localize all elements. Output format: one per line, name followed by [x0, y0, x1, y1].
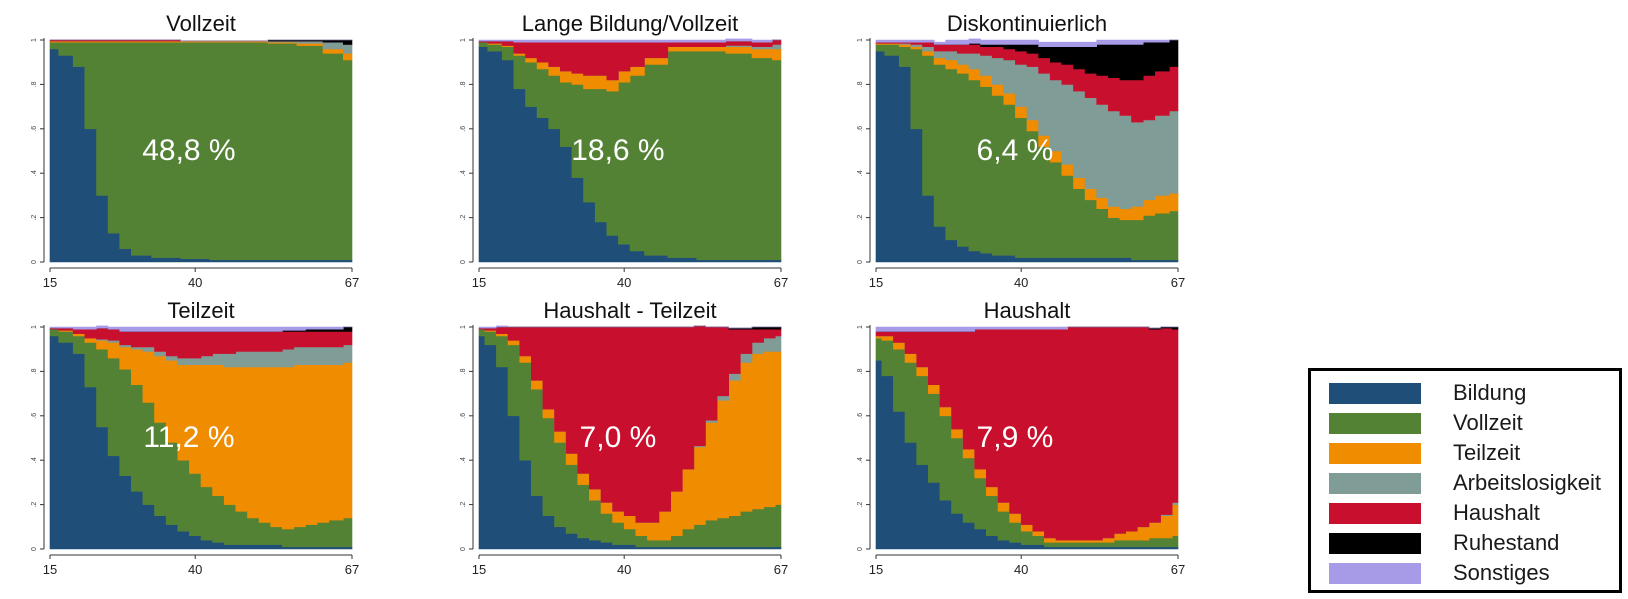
x-tick-label: 15 — [43, 275, 57, 290]
chart-title: Lange Bildung/Vollzeit — [522, 11, 739, 36]
y-tick-label: .2 — [31, 502, 38, 508]
y-tick-label: .4 — [31, 170, 38, 176]
chart-title: Diskontinuierlich — [947, 11, 1107, 36]
y-tick-label: .6 — [460, 126, 467, 132]
y-tick-label: 1 — [31, 325, 38, 329]
x-tick-label: 40 — [617, 562, 631, 577]
x-tick-label: 40 — [1014, 275, 1028, 290]
x-tick-label: 67 — [345, 562, 359, 577]
legend-swatch — [1329, 533, 1421, 554]
area-sonstiges — [478, 325, 781, 329]
share-label: 6,4 % — [977, 134, 1054, 167]
y-tick-label: 0 — [31, 547, 38, 551]
y-tick-label: 1 — [857, 38, 864, 42]
x-tick-label: 15 — [472, 275, 486, 290]
y-tick-label: .6 — [31, 126, 38, 132]
y-tick-label: 0 — [460, 260, 467, 264]
legend-item-sonstiges: Sonstiges — [1329, 560, 1619, 585]
y-tick-label: .2 — [460, 502, 467, 508]
legend-label: Bildung — [1453, 380, 1527, 405]
x-tick-label: 40 — [617, 275, 631, 290]
x-tick-label: 15 — [869, 275, 883, 290]
legend-swatch — [1329, 503, 1421, 524]
legend-item-vollzeit: Vollzeit — [1329, 410, 1619, 435]
chart-title: Haushalt — [984, 298, 1071, 323]
y-tick-label: .4 — [857, 457, 864, 463]
area-sonstiges — [478, 38, 781, 43]
legend-swatch — [1329, 413, 1421, 434]
x-tick-label: 15 — [472, 562, 486, 577]
y-tick-label: 1 — [31, 38, 38, 42]
x-tick-label: 15 — [43, 562, 57, 577]
y-tick-label: .8 — [460, 368, 467, 374]
area-sonstiges — [49, 325, 352, 332]
y-tick-label: 1 — [857, 325, 864, 329]
y-tick-label: .8 — [460, 81, 467, 87]
x-tick-label: 40 — [188, 562, 202, 577]
chart-title: Haushalt - Teilzeit — [543, 298, 716, 323]
legend-item-arbeitslosigkeit: Arbeitslosigkeit — [1329, 470, 1619, 495]
x-tick-label: 67 — [774, 275, 788, 290]
legend-swatch — [1329, 443, 1421, 464]
area-sonstiges — [50, 39, 352, 42]
y-tick-label: 0 — [31, 260, 38, 264]
y-tick-label: .6 — [31, 413, 38, 419]
legend-item-bildung: Bildung — [1329, 380, 1619, 405]
y-tick-label: 0 — [857, 260, 864, 264]
share-label: 18,6 % — [571, 134, 664, 167]
legend-label: Vollzeit — [1453, 410, 1523, 435]
y-tick-label: .2 — [857, 502, 864, 508]
legend-item-teilzeit: Teilzeit — [1329, 440, 1619, 465]
legend: Bildung Vollzeit Teilzeit Arbeitslosigke… — [1308, 368, 1622, 593]
y-tick-label: .4 — [460, 170, 467, 176]
y-tick-label: .8 — [31, 368, 38, 374]
y-tick-label: .8 — [31, 81, 38, 87]
y-tick-label: 1 — [460, 325, 467, 329]
share-label: 7,0 % — [580, 421, 657, 454]
x-tick-label: 40 — [188, 275, 202, 290]
share-label: 7,9 % — [977, 421, 1054, 454]
legend-label: Teilzeit — [1453, 440, 1521, 465]
y-tick-label: .6 — [460, 413, 467, 419]
x-tick-label: 40 — [1014, 562, 1028, 577]
share-label: 11,2 % — [143, 421, 234, 454]
y-tick-label: .6 — [857, 126, 864, 132]
x-tick-label: 67 — [1171, 562, 1185, 577]
legend-label: Haushalt — [1453, 500, 1540, 525]
legend-label: Sonstiges — [1453, 560, 1550, 585]
y-tick-label: 1 — [460, 38, 467, 42]
y-tick-label: .2 — [857, 215, 864, 221]
y-tick-label: .4 — [31, 457, 38, 463]
legend-item-haushalt: Haushalt — [1329, 500, 1619, 525]
y-tick-label: .4 — [460, 457, 467, 463]
y-tick-label: .8 — [857, 81, 864, 87]
legend-item-ruhestand: Ruhestand — [1329, 530, 1619, 555]
legend-swatch — [1329, 383, 1421, 404]
x-tick-label: 67 — [345, 275, 359, 290]
y-tick-label: 0 — [460, 547, 467, 551]
legend-swatch — [1329, 563, 1421, 584]
share-label: 48,8 % — [142, 134, 235, 167]
chart-title: Teilzeit — [167, 298, 234, 323]
x-tick-label: 67 — [1171, 275, 1185, 290]
x-tick-label: 15 — [869, 562, 883, 577]
x-tick-label: 67 — [774, 562, 788, 577]
y-tick-label: .2 — [31, 215, 38, 221]
area-sonstiges — [875, 38, 1178, 47]
y-tick-label: .8 — [857, 368, 864, 374]
y-tick-label: .2 — [460, 215, 467, 221]
legend-swatch — [1329, 473, 1421, 494]
y-tick-label: .4 — [857, 170, 864, 176]
legend-label: Arbeitslosigkeit — [1453, 470, 1601, 495]
y-tick-label: .6 — [857, 413, 864, 419]
area-sonstiges — [875, 326, 1178, 332]
y-tick-label: 0 — [857, 547, 864, 551]
legend-label: Ruhestand — [1453, 530, 1560, 555]
chart-title: Vollzeit — [166, 11, 236, 36]
